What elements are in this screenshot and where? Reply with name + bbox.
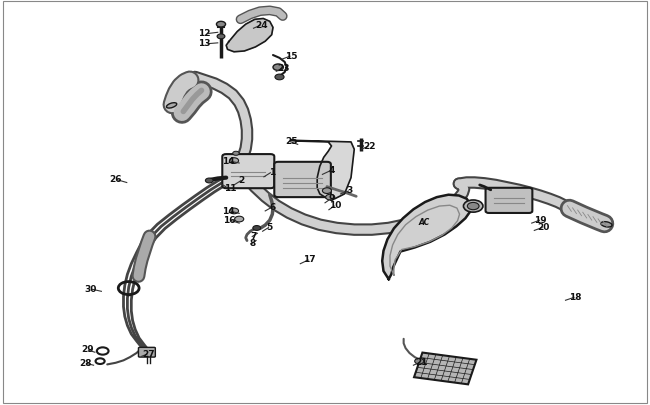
- Circle shape: [229, 158, 239, 164]
- Text: 18: 18: [569, 292, 582, 301]
- Text: 30: 30: [84, 284, 98, 293]
- Circle shape: [216, 22, 226, 28]
- Text: 28: 28: [79, 358, 92, 367]
- Polygon shape: [226, 19, 273, 53]
- Ellipse shape: [601, 222, 612, 228]
- Circle shape: [235, 217, 244, 222]
- Text: 1: 1: [268, 168, 275, 177]
- Circle shape: [205, 179, 213, 183]
- Text: 20: 20: [537, 222, 550, 231]
- Text: 11: 11: [224, 184, 237, 193]
- Circle shape: [273, 65, 283, 71]
- Circle shape: [229, 209, 239, 214]
- Text: AC: AC: [418, 217, 430, 226]
- Circle shape: [326, 195, 335, 200]
- Text: 2: 2: [239, 176, 245, 185]
- Text: 15: 15: [285, 51, 298, 60]
- Text: 9: 9: [328, 194, 335, 203]
- Text: 8: 8: [249, 239, 255, 247]
- Text: 14: 14: [222, 206, 235, 215]
- FancyBboxPatch shape: [274, 162, 331, 198]
- Text: 23: 23: [277, 64, 290, 72]
- FancyBboxPatch shape: [486, 188, 532, 213]
- Text: 22: 22: [363, 141, 376, 150]
- Text: 16: 16: [222, 215, 235, 224]
- FancyBboxPatch shape: [222, 155, 274, 189]
- Text: 17: 17: [303, 255, 316, 264]
- Text: 21: 21: [415, 357, 428, 366]
- Text: 26: 26: [109, 175, 122, 183]
- Ellipse shape: [166, 103, 177, 109]
- Text: 6: 6: [270, 202, 276, 211]
- Bar: [414, 353, 476, 384]
- Text: 7: 7: [250, 231, 257, 240]
- Text: 25: 25: [285, 136, 298, 145]
- Circle shape: [415, 358, 424, 364]
- Text: 13: 13: [198, 39, 211, 48]
- Circle shape: [467, 203, 479, 210]
- Text: 24: 24: [255, 21, 268, 30]
- Text: 12: 12: [198, 29, 211, 38]
- Text: 29: 29: [81, 345, 94, 354]
- Circle shape: [253, 226, 261, 231]
- Text: 10: 10: [329, 201, 342, 210]
- Text: 27: 27: [142, 349, 155, 358]
- FancyBboxPatch shape: [138, 347, 155, 357]
- Text: 3: 3: [346, 186, 353, 195]
- Text: 19: 19: [534, 215, 547, 224]
- Text: 4: 4: [328, 166, 335, 175]
- Circle shape: [322, 188, 332, 194]
- Circle shape: [233, 152, 239, 156]
- Circle shape: [463, 200, 483, 213]
- Text: 14: 14: [222, 156, 235, 165]
- Text: 5: 5: [266, 222, 273, 231]
- Circle shape: [275, 75, 284, 81]
- Polygon shape: [291, 141, 354, 199]
- Circle shape: [217, 35, 225, 40]
- Polygon shape: [382, 195, 471, 279]
